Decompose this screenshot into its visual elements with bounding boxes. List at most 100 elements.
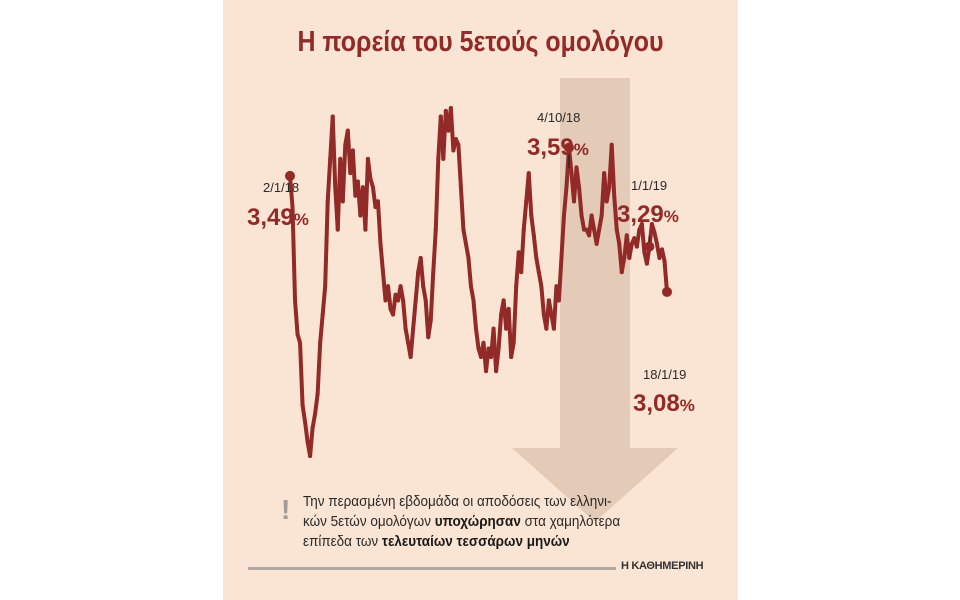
series-segment xyxy=(463,241,471,260)
annotation-value-start: 3,49% xyxy=(247,204,309,231)
series-segment xyxy=(378,241,385,275)
series-segment xyxy=(577,185,584,218)
series-segment xyxy=(589,213,597,232)
series-segment xyxy=(310,411,318,430)
footnote-line-1: Την περασμένη εβδομάδα οι αποδόσεις των … xyxy=(303,493,612,510)
series-segment xyxy=(614,227,622,246)
footnote-text: Την περασμένη εβδομάδα οι αποδόσεις των … xyxy=(303,492,681,552)
series-segment xyxy=(398,284,406,303)
series-segment xyxy=(421,284,428,303)
series-segment xyxy=(293,298,300,337)
series-segment xyxy=(534,255,541,275)
series-segment xyxy=(639,222,647,255)
annotation-unit-peak: % xyxy=(574,140,589,159)
series-segment xyxy=(426,318,433,340)
series-segment xyxy=(375,199,383,246)
chart-panel: Η πορεία του 5ετούς ομολόγου 2/1/18 3,49… xyxy=(223,0,738,600)
series-segment xyxy=(609,142,617,198)
series-segment xyxy=(662,258,669,294)
series-segment xyxy=(288,173,295,210)
series-segment xyxy=(290,205,298,303)
series-segment xyxy=(298,340,305,408)
series-segment xyxy=(300,403,308,425)
series-layer xyxy=(288,106,669,458)
series-segment xyxy=(604,185,612,204)
series-segment xyxy=(411,298,418,331)
series-segment xyxy=(526,171,534,218)
series-segment xyxy=(471,298,478,331)
annotation-value-end: 3,08% xyxy=(633,390,695,417)
series-segment xyxy=(559,213,566,260)
highlight-point xyxy=(662,286,672,297)
series-segment xyxy=(473,326,481,351)
series-segment xyxy=(539,284,546,317)
series-segment xyxy=(323,199,330,289)
series-segment xyxy=(428,270,436,323)
series-segment xyxy=(340,142,348,204)
annotation-date-newyear: 1/1/19 xyxy=(631,178,667,193)
annotation-value-start-num: 3,49 xyxy=(247,204,294,231)
series-segment xyxy=(318,312,325,345)
series-segment xyxy=(612,193,619,232)
series-segment xyxy=(546,298,554,317)
series-segment xyxy=(330,114,338,190)
annotation-value-newyear-num: 3,29 xyxy=(617,201,664,228)
series-segment xyxy=(413,270,421,303)
series-segment xyxy=(320,284,328,317)
annotation-unit-start: % xyxy=(294,210,309,229)
highlight-point xyxy=(563,142,574,153)
series-segment xyxy=(511,284,519,345)
series-segment xyxy=(561,185,569,218)
highlight-point xyxy=(644,241,655,252)
series-segment xyxy=(634,227,642,249)
series-segment xyxy=(456,142,463,190)
series-segment xyxy=(574,165,582,190)
series-segment xyxy=(494,346,501,374)
down-trend-arrow xyxy=(512,78,678,522)
series-segment xyxy=(519,227,526,275)
series-segment xyxy=(521,199,529,232)
series-segment xyxy=(408,326,416,359)
exclamation-icon: ! xyxy=(281,494,291,525)
series-segment xyxy=(496,312,504,351)
series-segment xyxy=(531,233,539,260)
series-segment xyxy=(509,340,516,359)
series-segment xyxy=(433,156,441,232)
series-segment xyxy=(303,420,310,444)
annotation-date-start: 2/1/18 xyxy=(263,180,299,195)
series-segment xyxy=(403,326,411,345)
series-segment xyxy=(536,270,544,289)
series-segment xyxy=(594,227,602,246)
annotation-value-peak: 3,59% xyxy=(527,134,589,161)
annotation-unit-end: % xyxy=(680,396,695,415)
series-segment xyxy=(308,425,315,458)
series-segment xyxy=(468,284,476,303)
series-segment xyxy=(418,255,426,289)
series-segment xyxy=(597,213,604,232)
line-chart: 2/1/18 3,49% 4/10/18 3,59% 1/1/19 3,29% … xyxy=(247,78,695,522)
chart-title: Η πορεία του 5ετούς ομολόγου xyxy=(297,26,664,58)
series-segment xyxy=(529,213,536,238)
annotation-value-end-num: 3,08 xyxy=(633,390,680,417)
series-segment xyxy=(627,241,634,260)
highlight-point xyxy=(285,170,295,181)
annotation-date-end: 18/1/19 xyxy=(643,367,686,382)
annotation-value-newyear: 3,29% xyxy=(617,201,679,228)
series-segment xyxy=(313,391,320,416)
annotation-date-peak: 4/10/18 xyxy=(537,110,580,125)
series-segment xyxy=(365,156,373,181)
highlight-points xyxy=(285,142,672,297)
annotation-unit-newyear: % xyxy=(664,207,679,226)
series-segment xyxy=(401,298,408,331)
series-segment xyxy=(556,255,564,303)
footnote-line-3: επίπεδα των τελευταίων τεσσάρων μηνών xyxy=(303,533,570,550)
footer-divider xyxy=(248,567,616,570)
series-segment xyxy=(619,255,627,275)
footnote-line-2: κών 5ετών ομολόγων υποχώρησαν στα χαμηλό… xyxy=(303,513,621,530)
series-segment xyxy=(458,185,466,232)
annotation-value-peak-num: 3,59 xyxy=(527,134,574,161)
series-segment xyxy=(466,255,473,289)
series-segment xyxy=(315,340,323,396)
series-segment xyxy=(579,213,587,232)
series-segment xyxy=(461,227,468,246)
